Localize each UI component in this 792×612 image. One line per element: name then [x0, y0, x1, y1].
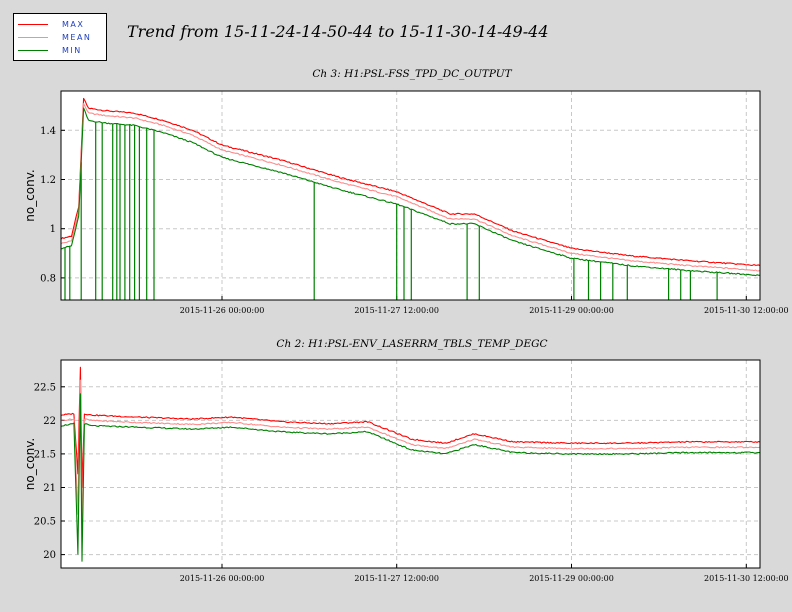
chart-2-x-tick-label: 2015-11-29 00:00:00 [529, 574, 614, 583]
chart-1-series-mean [61, 102, 760, 272]
chart-1-x-tick-label: 2015-11-26 00:00:00 [180, 306, 265, 315]
chart-1-series-max [61, 97, 760, 267]
chart-1-plot-area [61, 91, 760, 300]
chart-1-x-tick-label: 2015-11-27 12:00:00 [354, 306, 439, 315]
chart-2-plot-area [61, 360, 760, 568]
chart-2-x-tick-label: 2015-11-27 12:00:00 [354, 574, 439, 583]
chart-2-x-tick-label: 2015-11-26 00:00:00 [180, 574, 265, 583]
legend-swatch-mean [18, 37, 48, 38]
legend-item-max: MAX [18, 19, 106, 31]
legend-label-max: MAX [62, 20, 85, 29]
legend-swatch-max [18, 24, 48, 25]
chart-2-y-tick-label: 20 [43, 550, 56, 561]
main-title: Trend from 15-11-24-14-50-44 to 15-11-30… [127, 22, 549, 41]
chart-1-frame [60, 90, 761, 301]
chart-2-y-tick-label: 21.5 [34, 449, 56, 460]
chart-2-frame [60, 359, 761, 569]
chart-2-series-min [61, 393, 760, 562]
chart-2-x-tick-label: 2015-11-30 12:00:00 [704, 574, 789, 583]
chart-2-series-max [61, 366, 760, 489]
legend-item-mean: MEAN [18, 32, 106, 44]
chart-1-y-tick-label: 1.2 [40, 175, 56, 186]
chart-2-series-mean [61, 379, 760, 529]
legend-item-min: MIN [18, 45, 106, 57]
chart-2-title: Ch 2: H1:PSL-ENV_LASERRM_TBLS_TEMP_DEGC [276, 338, 548, 350]
chart-2-y-tick-label: 22 [43, 416, 56, 427]
chart-1-y-axis-label: no_conv. [23, 169, 37, 221]
chart-2-y-tick-label: 20.5 [34, 517, 56, 528]
legend-label-min: MIN [62, 46, 82, 55]
legend-swatch-min [18, 50, 48, 51]
chart-1-series-min [61, 107, 760, 277]
legend: MAX MEAN MIN [13, 13, 107, 61]
chart-2-y-axis-label: no_conv. [23, 438, 37, 490]
chart-1-x-tick-label: 2015-11-29 00:00:00 [529, 306, 614, 315]
chart-2-y-tick-label: 21 [43, 483, 56, 494]
chart-1-x-tick-label: 2015-11-30 12:00:00 [704, 306, 789, 315]
chart-1-title: Ch 3: H1:PSL-FSS_TPD_DC_OUTPUT [312, 68, 512, 80]
chart-1-y-tick-label: 1 [50, 224, 56, 235]
chart-1-y-tick-label: 0.8 [40, 273, 56, 284]
legend-label-mean: MEAN [62, 33, 92, 42]
chart-1-y-tick-label: 1.4 [40, 126, 56, 137]
chart-2-y-tick-label: 22.5 [34, 382, 56, 393]
